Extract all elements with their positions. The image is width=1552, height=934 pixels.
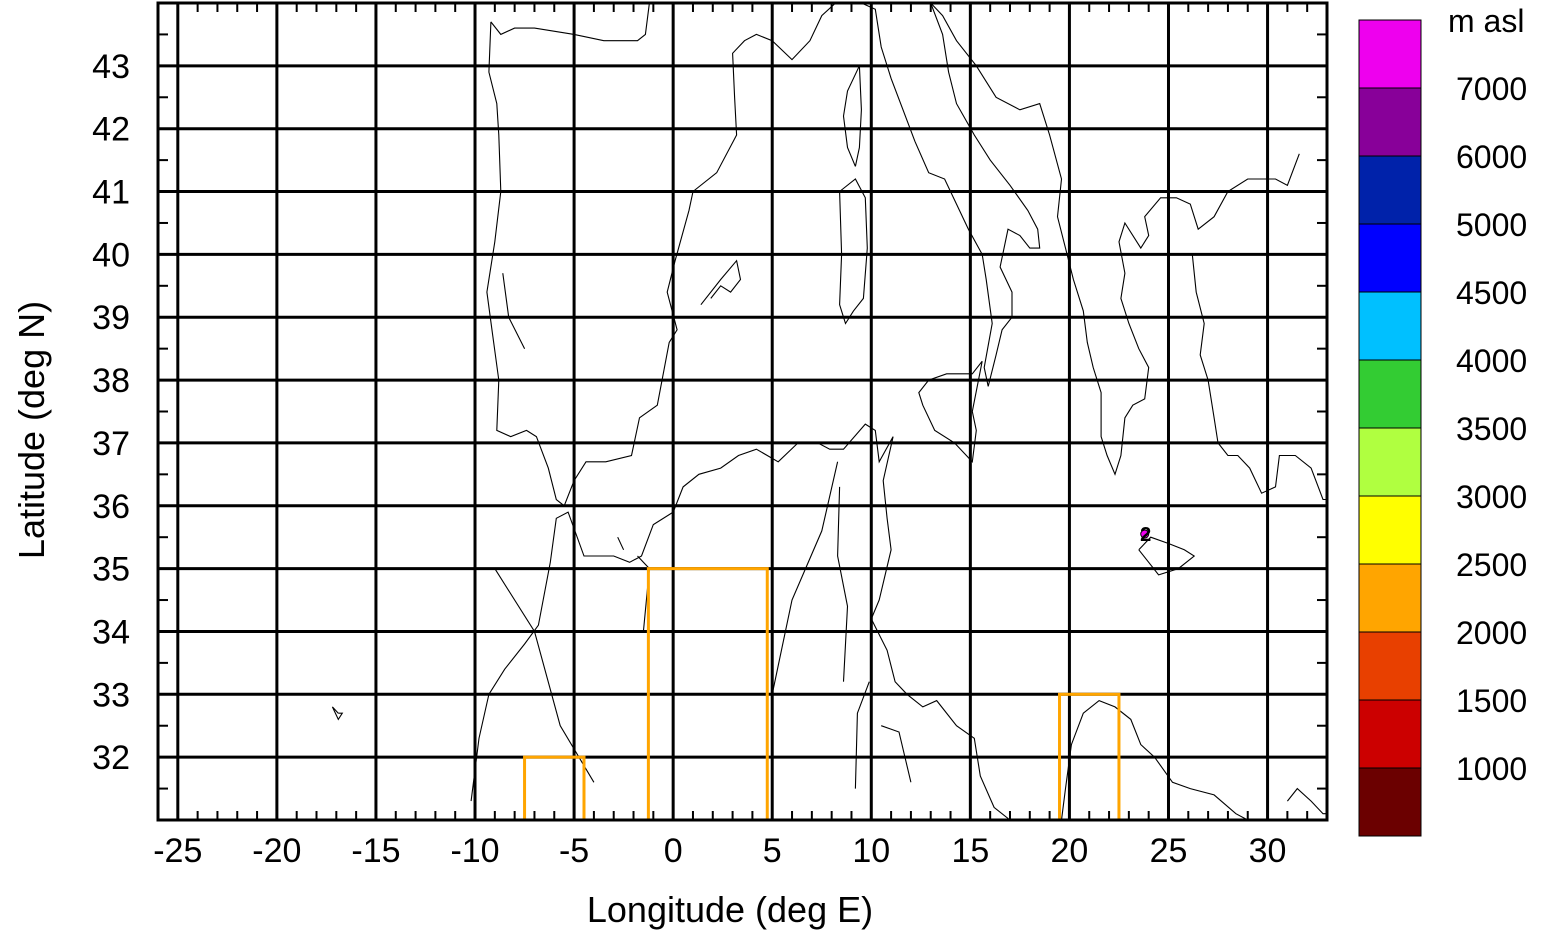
coastline-12: [1286, 787, 1327, 815]
legend-label-9: 2000: [1456, 615, 1527, 651]
y-tick-label: 41: [92, 174, 130, 212]
legend-label-3: 5000: [1456, 207, 1527, 243]
legend-label-10: 1500: [1456, 683, 1527, 719]
coastline-21: [881, 725, 912, 783]
legend-swatch-0: [1358, 19, 1422, 89]
coastline-1: [486, 3, 836, 507]
coastline-13: [331, 706, 344, 721]
legend-swatch-2: [1358, 155, 1422, 225]
coastline-16: [494, 568, 595, 783]
x-tick-label: -10: [450, 832, 499, 870]
x-tick-label: -25: [153, 832, 202, 870]
y-tick-label: 42: [92, 111, 130, 149]
y-tick-label: 40: [92, 236, 130, 274]
x-tick-label: 25: [1150, 832, 1188, 870]
y-axis-title: Latitude (deg N): [11, 301, 52, 559]
legend-swatch-7: [1358, 495, 1422, 565]
marker-0: [1140, 529, 1150, 539]
coastline-18: [771, 461, 839, 695]
coastline-3: [918, 360, 983, 464]
y-tick-label: 39: [92, 299, 130, 337]
elevation-legend: 7000 6000 5000 4500 4000 3500 3000 2500 2000 1500…: [1358, 19, 1527, 837]
legend-label-11: 1000: [1456, 751, 1527, 787]
axis-ticks: [157, 2, 1328, 821]
y-tick-label: 35: [92, 551, 130, 589]
coastline-6: [700, 259, 742, 306]
legend-swatch-1: [1358, 87, 1422, 157]
coastline-19: [837, 486, 849, 682]
legend-label-2: 6000: [1456, 139, 1527, 175]
coastline-2: [861, 3, 1041, 387]
legend-swatch-9: [1358, 631, 1422, 701]
legend-label-8: 2500: [1456, 547, 1527, 583]
legend-label-4: 4500: [1456, 275, 1527, 311]
coastline-7: [930, 3, 1300, 476]
legend-swatch-6: [1358, 427, 1422, 497]
legend-label-5: 4000: [1456, 343, 1527, 379]
legend-swatch-11: [1358, 767, 1422, 837]
markers: 2: [1140, 524, 1151, 546]
coastline-11: [1060, 699, 1248, 820]
x-tick-label: -20: [252, 832, 301, 870]
y-tick-label: 43: [92, 48, 130, 86]
coastline-9: [1138, 536, 1196, 576]
coastline-4: [839, 178, 868, 325]
legend-swatch-4: [1358, 291, 1422, 361]
x-tick-label: -15: [351, 832, 400, 870]
legend-swatch-5: [1358, 359, 1422, 429]
x-tick-label: 30: [1249, 832, 1287, 870]
legend-swatch-8: [1358, 563, 1422, 633]
coastline-5: [842, 65, 862, 167]
legend-title: m asl: [1448, 3, 1524, 39]
marker-label-0: 2: [1140, 524, 1151, 546]
legend-label-1: 7000: [1456, 71, 1527, 107]
x-tick-label: 5: [763, 832, 782, 870]
grid-lines: [158, 3, 1327, 820]
coastline-8: [1191, 254, 1327, 501]
legend-swatch-3: [1358, 223, 1422, 293]
y-tick-label: 33: [92, 676, 130, 714]
legend-label-7: 3000: [1456, 479, 1527, 515]
x-tick-label: 20: [1051, 832, 1089, 870]
x-axis-title: Longitude (deg E): [587, 889, 873, 930]
x-tick-label: -5: [559, 832, 589, 870]
y-tick-label: 32: [92, 739, 130, 777]
y-tick-labels: 32 33 34 35 36 37 38 39 40 41 42 43: [92, 48, 130, 777]
legend-label-6: 3500: [1456, 411, 1527, 447]
x-tick-labels: -25 -20 -15 -10 -5 0 5 10 15 20 25 30: [153, 832, 1286, 870]
y-tick-label: 34: [92, 613, 130, 651]
x-tick-label: 0: [664, 832, 683, 870]
coastline-14: [617, 536, 625, 551]
y-tick-label: 36: [92, 488, 130, 526]
y-tick-label: 38: [92, 362, 130, 400]
y-tick-label: 37: [92, 425, 130, 463]
legend-swatch-10: [1358, 699, 1422, 769]
x-tick-label: 10: [852, 832, 890, 870]
x-tick-label: 15: [951, 832, 989, 870]
coastline-20: [854, 681, 870, 789]
